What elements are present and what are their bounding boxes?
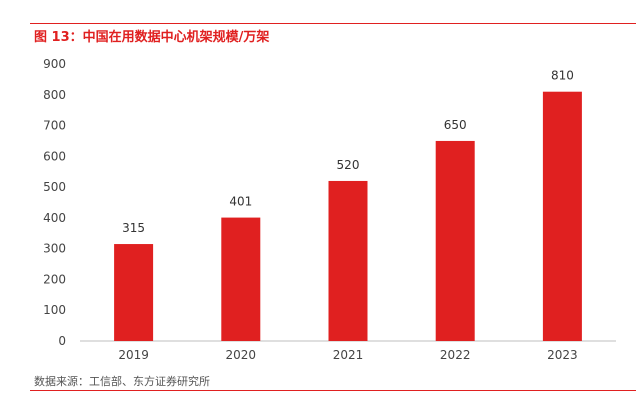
y-tick-label: 900 <box>43 57 66 71</box>
y-tick-label: 200 <box>43 272 66 286</box>
bars <box>114 91 582 341</box>
y-tick-label: 400 <box>43 211 66 225</box>
top-rule <box>30 23 636 24</box>
y-tick-label: 600 <box>43 149 66 163</box>
y-tick-label: 0 <box>58 334 66 348</box>
x-tick-label-2019: 2019 <box>118 348 149 362</box>
x-tick-label-2023: 2023 <box>547 348 578 362</box>
y-tick-label: 800 <box>43 88 66 102</box>
x-tick-label-2021: 2021 <box>333 348 364 362</box>
x-tick-label-2022: 2022 <box>440 348 471 362</box>
bar-2022 <box>435 140 475 341</box>
x-axis-ticks: 2019 2020 2021 2022 2023 <box>118 348 577 362</box>
bottom-rule <box>30 390 636 391</box>
bar-2020 <box>221 217 261 341</box>
data-label-2023: 810 <box>551 69 574 83</box>
data-labels: 315 401 520 650 810 <box>122 69 574 235</box>
y-tick-label: 500 <box>43 180 66 194</box>
data-label-2019: 315 <box>122 221 145 235</box>
x-tick-label-2020: 2020 <box>226 348 257 362</box>
bar-2023 <box>542 91 582 341</box>
figure-title: 图 13：中国在用数据中心机架规模/万架 <box>34 30 270 45</box>
data-label-2020: 401 <box>229 195 252 209</box>
bar-2021 <box>328 180 368 341</box>
y-tick-label: 100 <box>43 303 66 317</box>
y-tick-label: 700 <box>43 119 66 133</box>
y-axis-ticks: 0 100 200 300 400 500 600 700 800 900 <box>43 57 66 348</box>
data-label-2022: 650 <box>444 118 467 132</box>
bar-2019 <box>114 244 154 341</box>
y-tick-label: 300 <box>43 242 66 256</box>
data-label-2021: 520 <box>337 158 360 172</box>
source-note: 数据来源：工信部、东方证券研究所 <box>34 375 210 388</box>
